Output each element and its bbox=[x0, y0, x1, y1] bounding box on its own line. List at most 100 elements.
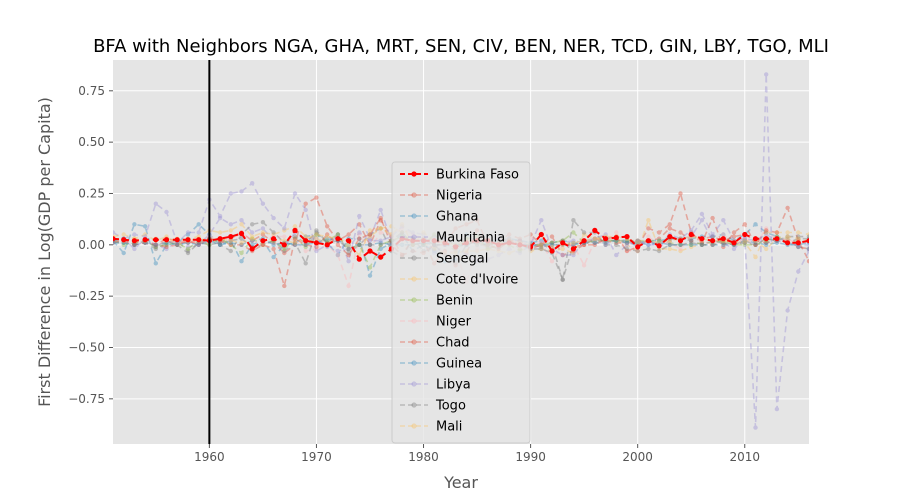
data-point bbox=[185, 246, 191, 252]
data-point bbox=[678, 242, 683, 247]
data-point bbox=[624, 240, 630, 245]
data-point bbox=[581, 232, 587, 237]
data-point bbox=[603, 242, 608, 247]
data-point bbox=[228, 240, 233, 245]
data-point bbox=[592, 236, 597, 241]
data-point bbox=[228, 248, 233, 254]
data-point bbox=[367, 228, 373, 233]
data-point bbox=[624, 242, 630, 247]
data-point bbox=[314, 232, 319, 237]
legend-marker bbox=[411, 402, 417, 408]
data-point bbox=[357, 242, 362, 247]
data-point bbox=[667, 246, 672, 252]
data-point bbox=[549, 248, 555, 254]
data-point bbox=[613, 235, 619, 241]
data-point bbox=[217, 240, 223, 245]
data-point bbox=[271, 246, 276, 252]
data-point bbox=[699, 236, 705, 242]
data-point bbox=[250, 181, 255, 186]
data-point bbox=[271, 254, 276, 260]
data-point bbox=[592, 227, 598, 233]
data-point bbox=[281, 242, 287, 248]
series-line-ghana bbox=[113, 223, 809, 279]
legend-label: Mauritania bbox=[436, 231, 505, 246]
data-point bbox=[153, 242, 158, 247]
data-point bbox=[196, 242, 201, 247]
data-point bbox=[592, 240, 597, 245]
data-point bbox=[635, 244, 641, 250]
data-point bbox=[667, 238, 672, 243]
data-point bbox=[689, 242, 694, 247]
data-point bbox=[325, 236, 330, 241]
x-tick-label: 1980 bbox=[408, 450, 439, 464]
data-point bbox=[667, 242, 672, 247]
data-point bbox=[635, 238, 640, 243]
data-point bbox=[142, 237, 148, 243]
data-point bbox=[710, 242, 715, 247]
data-point bbox=[571, 252, 576, 258]
data-point bbox=[153, 244, 158, 250]
data-point bbox=[806, 259, 809, 264]
legend-label: Niger bbox=[436, 315, 472, 330]
data-point bbox=[335, 232, 341, 237]
data-point bbox=[153, 242, 158, 247]
data-point bbox=[153, 261, 158, 266]
data-point bbox=[678, 191, 683, 196]
data-point bbox=[335, 232, 341, 237]
data-point bbox=[539, 244, 544, 250]
data-point bbox=[742, 238, 747, 243]
data-point bbox=[764, 226, 769, 231]
data-point bbox=[271, 215, 276, 221]
data-point bbox=[806, 232, 809, 237]
data-point bbox=[635, 238, 640, 243]
data-point bbox=[764, 230, 769, 235]
data-point bbox=[121, 242, 126, 247]
data-point bbox=[721, 240, 726, 245]
data-point bbox=[335, 252, 341, 258]
data-point bbox=[592, 236, 597, 241]
data-point bbox=[346, 232, 351, 237]
data-point bbox=[667, 234, 673, 240]
data-point bbox=[303, 207, 308, 213]
data-point bbox=[164, 209, 169, 215]
y-axis-label: First Difference in Log(GDP per Capita) bbox=[35, 97, 54, 407]
data-point bbox=[656, 230, 662, 235]
data-point bbox=[689, 240, 694, 245]
data-point bbox=[785, 230, 790, 235]
data-point bbox=[571, 240, 576, 245]
data-point bbox=[721, 232, 726, 237]
data-point bbox=[710, 232, 715, 237]
data-point bbox=[656, 236, 662, 241]
data-point bbox=[785, 236, 790, 241]
y-tick-label: −0.75 bbox=[68, 392, 105, 406]
data-point bbox=[731, 246, 737, 252]
data-point bbox=[635, 248, 640, 254]
data-point bbox=[346, 252, 351, 258]
data-point bbox=[764, 72, 769, 77]
data-point bbox=[806, 238, 809, 244]
data-point bbox=[581, 263, 587, 268]
data-point bbox=[132, 242, 137, 247]
data-point bbox=[592, 238, 597, 243]
data-point bbox=[549, 242, 555, 247]
data-point bbox=[614, 230, 619, 235]
data-point bbox=[292, 236, 298, 241]
data-point bbox=[335, 242, 341, 247]
legend-label: Nigeria bbox=[436, 189, 483, 204]
data-point bbox=[153, 242, 158, 247]
data-point bbox=[549, 234, 555, 239]
data-point bbox=[153, 244, 158, 250]
data-point bbox=[539, 246, 544, 252]
data-point bbox=[217, 213, 223, 219]
data-point bbox=[806, 234, 809, 239]
series-line-senegal bbox=[113, 227, 809, 283]
data-point bbox=[346, 246, 351, 252]
series-line-libya bbox=[113, 74, 809, 428]
data-point bbox=[764, 228, 769, 233]
data-point bbox=[624, 240, 630, 245]
data-point bbox=[549, 240, 555, 245]
data-point bbox=[624, 240, 630, 245]
data-point bbox=[239, 236, 244, 241]
data-point bbox=[153, 242, 158, 247]
data-point bbox=[292, 234, 298, 239]
